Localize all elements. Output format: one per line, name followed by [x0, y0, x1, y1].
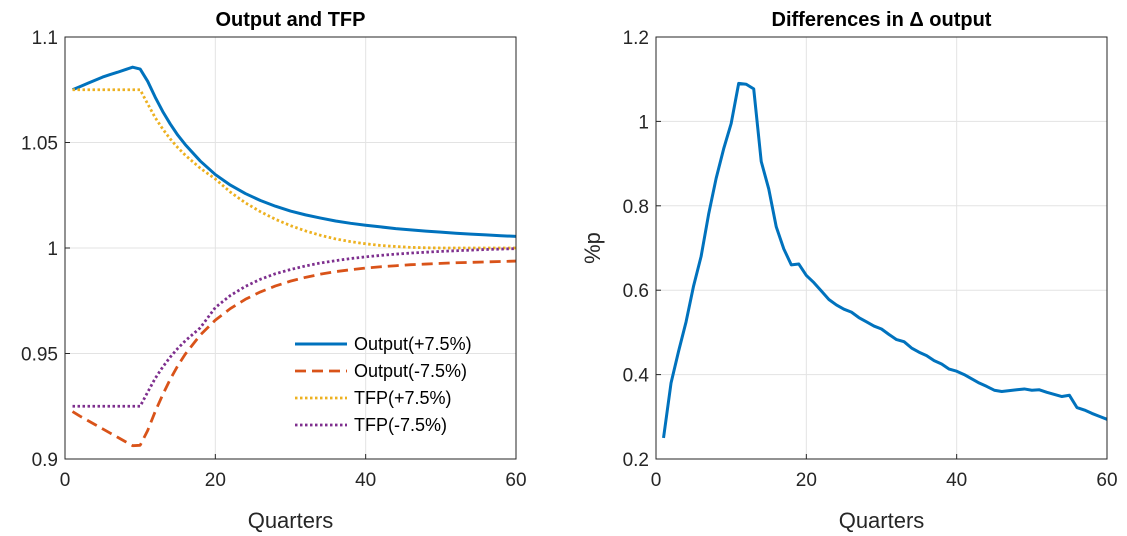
right-chart-x-tick-label: 40 — [946, 470, 967, 491]
right-chart-y-tick-label: 1 — [638, 112, 649, 133]
right-chart-y-tick-label: 0.6 — [623, 281, 649, 302]
legend-entry-label-4: TFP(-7.5%) — [354, 415, 447, 435]
right-chart-tick-labels: 0 20 40 60 0.2 0.4 0.6 0.8 1 1.2 — [623, 28, 1118, 491]
right-chart-series — [662, 81, 1108, 439]
right-chart-x-tick-label: 60 — [1096, 470, 1117, 491]
left-chart-y-tick-label: 1 — [47, 239, 58, 260]
left-chart-y-tick-label: 1.05 — [21, 134, 58, 155]
left-chart-series-line-1 — [71, 65, 517, 238]
right-chart-y-axis-label: %p — [580, 232, 605, 264]
right-chart-y-tick-label: 0.4 — [623, 366, 650, 387]
left-chart-y-tick-label: 1.1 — [32, 28, 58, 49]
left-chart-y-tick-label: 0.95 — [21, 345, 58, 366]
right-chart-x-tick-label: 20 — [796, 470, 817, 491]
left-chart-legend: Output(+7.5%) Output(-7.5%) TFP(+7.5%) TFP(… — [295, 334, 472, 435]
right-chart-y-tick-label: 0.2 — [623, 450, 649, 471]
left-chart-title: Output and TFP — [216, 9, 366, 31]
left-chart-x-tick-label: 0 — [60, 470, 71, 491]
legend-entry-label-3: TFP(+7.5%) — [354, 388, 452, 408]
right-chart-x-axis-label: Quarters — [839, 508, 925, 533]
left-chart-x-tick-label: 60 — [505, 470, 526, 491]
right-chart-series-line-1 — [662, 81, 1108, 439]
left-chart-tick-labels: 0 20 40 60 0.9 0.95 1 1.05 1.1 — [21, 28, 527, 491]
legend-entry-label-2: Output(-7.5%) — [354, 361, 467, 381]
left-chart-series — [71, 65, 517, 448]
left-chart-output-tfp: 0 20 40 60 0.9 0.95 1 1.05 1.1 Output and TFP Qu… — [21, 9, 527, 533]
legend-entry-label-1: Output(+7.5%) — [354, 334, 472, 354]
right-chart-y-tick-label: 1.2 — [623, 28, 649, 49]
left-chart-series-line-4 — [72, 247, 517, 408]
left-chart-series-line-2 — [71, 259, 517, 448]
left-chart-series-line-3 — [72, 88, 516, 250]
left-chart-x-axis-label: Quarters — [248, 508, 334, 533]
right-chart-y-tick-label: 0.8 — [623, 197, 649, 218]
right-chart-differences-in-output: 0 20 40 60 0.2 0.4 0.6 0.8 1 1.2 Differences in Δ… — [580, 9, 1118, 533]
right-chart-axes-box — [655, 36, 1108, 460]
left-chart-y-tick-label: 0.9 — [32, 450, 58, 471]
left-chart-x-tick-label: 20 — [205, 470, 226, 491]
left-chart-x-tick-label: 40 — [355, 470, 376, 491]
right-chart-title: Differences in Δ output — [772, 9, 992, 31]
right-chart-x-tick-label: 0 — [651, 470, 662, 491]
